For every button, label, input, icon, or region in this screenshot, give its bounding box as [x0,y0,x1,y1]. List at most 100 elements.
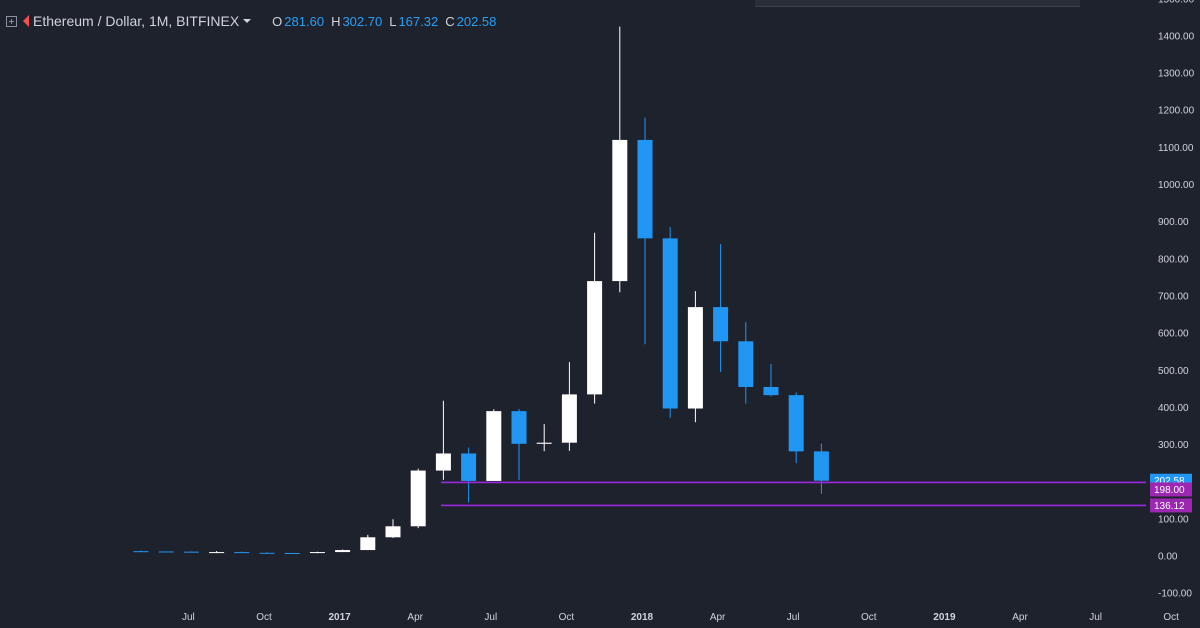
level-tag-text: 136.12 [1154,501,1185,512]
level-tag: 198.00 [1150,482,1192,497]
low-label: L [389,13,397,29]
high-value: 302.70 [342,13,383,29]
x-tick-label: 2019 [933,612,956,623]
candle-body [713,307,729,342]
x-tick-label: 2018 [631,612,654,623]
y-tick-label: 1500.00 [1158,0,1195,5]
candle-body [587,281,603,395]
low-value: 167.32 [398,13,439,29]
candle-body [511,411,527,444]
y-tick-label: 100.00 [1158,514,1189,525]
level-tag-box [1150,498,1192,513]
candle-body [259,552,275,554]
y-tick-label: 700.00 [1158,291,1189,302]
candle [713,243,729,373]
candle [360,534,376,551]
y-tick-label: 1400.00 [1158,31,1195,42]
legend-header: Ethereum / Dollar, 1M, BITFINEX O 281.60… [6,10,496,32]
x-tick-label: Jul [182,612,195,623]
candle [259,552,275,554]
candle [435,400,451,480]
candle [662,227,678,418]
open-value: 281.60 [284,13,325,29]
close-label: C [445,13,455,29]
candle [637,117,653,345]
y-tick-label: 600.00 [1158,329,1189,340]
candle [234,551,250,554]
candle [461,447,477,503]
candle [511,408,527,480]
candle [561,362,577,451]
candle-body [234,552,250,554]
y-tick-label: 1300.00 [1158,69,1195,80]
candle-body [385,526,401,538]
chevron-down-icon[interactable] [243,19,252,23]
candle-body [486,411,502,481]
y-tick-label: 500.00 [1158,366,1189,377]
level-tag-text: 198.00 [1154,485,1185,496]
time-axis[interactable]: Jul Oct 2017 Apr Jul Oct 2018 Apr Jul Oct 2019 Apr J… [182,612,1179,623]
candle-body [813,451,829,481]
candle [209,551,225,554]
candle [486,409,502,481]
x-tick-label: Jul [787,612,800,623]
toolbar-strip [755,0,1080,7]
y-tick-label: 400.00 [1158,403,1189,414]
price-axis[interactable]: 1500.00 1400.00 1300.00 1200.00 1100.00 1000.… [1158,0,1195,600]
candle-body [561,394,577,443]
candle-body [335,550,351,553]
x-tick-label: Jul [1089,612,1102,623]
x-tick-label: Oct [1163,612,1179,623]
candle [309,551,325,554]
levels [441,481,1146,507]
open-label: O [272,13,283,29]
x-tick-label: Oct [559,612,575,623]
current-price-tag-text: 202.58 [1154,476,1185,487]
candle [536,424,552,452]
x-tick-label: 2017 [328,612,351,623]
candle [587,232,603,404]
candle [183,551,199,553]
candle-body [158,551,174,553]
x-tick-label: Oct [861,612,877,623]
x-tick-label: Apr [1012,612,1028,623]
y-tick-label: 0.00 [1158,552,1178,563]
candle [612,26,628,293]
candle [158,551,174,553]
y-tick-label: 1100.00 [1158,143,1194,154]
candle [335,549,351,553]
candle [738,321,754,404]
candle [788,392,804,464]
candle [687,291,703,423]
candle-body [461,453,477,481]
candles [133,26,829,554]
candle [284,552,300,554]
candle-body [183,551,199,553]
candle [813,443,829,494]
candle [410,468,426,529]
candle-body [309,552,325,554]
candle-body [788,395,804,452]
x-tick-label: Jul [484,612,497,623]
y-tick-label: 900.00 [1158,217,1189,228]
candle-body [612,139,628,282]
x-tick-label: Apr [710,612,726,623]
candle-body [637,139,653,239]
level-tag: 136.12 [1150,498,1192,513]
candle-body [360,537,376,551]
candle-body [133,551,149,553]
expand-icon[interactable] [6,15,17,27]
candle-body [284,552,300,554]
y-tick-label: 300.00 [1158,440,1189,451]
symbol-title[interactable]: Ethereum / Dollar, 1M, BITFINEX [33,13,240,29]
candle-body [763,386,779,396]
y-tick-label: -100.00 [1158,589,1192,600]
y-tick-label: 1200.00 [1158,106,1195,117]
candle-body [209,552,225,554]
candle-body [536,442,552,444]
high-label: H [331,13,341,29]
candle-body [687,307,703,409]
